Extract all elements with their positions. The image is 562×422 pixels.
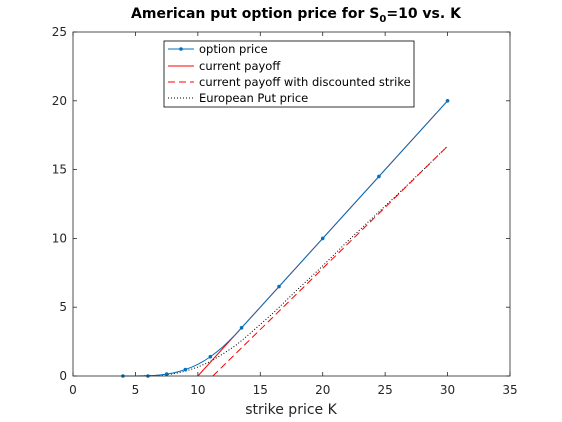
series-0-marker-9	[445, 99, 450, 103]
y-tick-label-5: 25	[52, 25, 67, 39]
chart-title-main: American put option price for S	[131, 6, 379, 22]
series-0-marker-3	[183, 367, 188, 372]
chart-title-rest: =10 vs. K	[386, 6, 462, 22]
y-tick-label-4: 20	[52, 94, 67, 108]
y-tick-label-3: 15	[52, 163, 67, 177]
y-tick-label-0: 0	[59, 369, 67, 383]
x-axis-title: strike price K	[245, 402, 337, 418]
legend-label-european-put: European Put price	[199, 91, 308, 105]
x-tick-label-4: 20	[315, 383, 330, 397]
axes-layer: 0 5 10 15 20 25 30 35 0 5 10 15 20 25	[52, 25, 518, 397]
x-tick-label-2: 10	[190, 383, 205, 397]
series-0-marker-5	[239, 326, 244, 330]
legend-marker-option-price	[179, 47, 183, 51]
x-tick-label-7: 35	[502, 383, 517, 397]
legend-box	[163, 40, 415, 108]
series-0-marker-8	[377, 174, 381, 179]
series-0-marker-6	[277, 284, 281, 289]
chart-title-subscript: 0	[379, 14, 386, 25]
y-tick-label-1: 5	[59, 300, 67, 314]
legend: option price current payoff current payo…	[163, 40, 415, 108]
axes-frame	[72, 31, 511, 377]
series-0-marker-2	[164, 372, 169, 376]
x-tick-label-3: 15	[253, 383, 268, 397]
x-tick-label-1: 5	[132, 383, 140, 397]
legend-label-discounted-payoff: current payoff with discounted strike	[199, 75, 411, 89]
x-tick-label-6: 30	[440, 383, 455, 397]
series-0-marker-4	[208, 354, 213, 359]
x-tick-label-5: 25	[378, 383, 393, 397]
legend-label-current-payoff: current payoff	[199, 59, 281, 73]
legend-label-option-price: option price	[199, 42, 268, 56]
series-layer	[121, 99, 450, 378]
y-tick-label-2: 10	[52, 231, 67, 245]
x-tick-label-0: 0	[69, 383, 77, 397]
series-0-marker-7	[320, 236, 325, 241]
chart-title: American put option price for S0=10 vs. …	[131, 6, 462, 25]
